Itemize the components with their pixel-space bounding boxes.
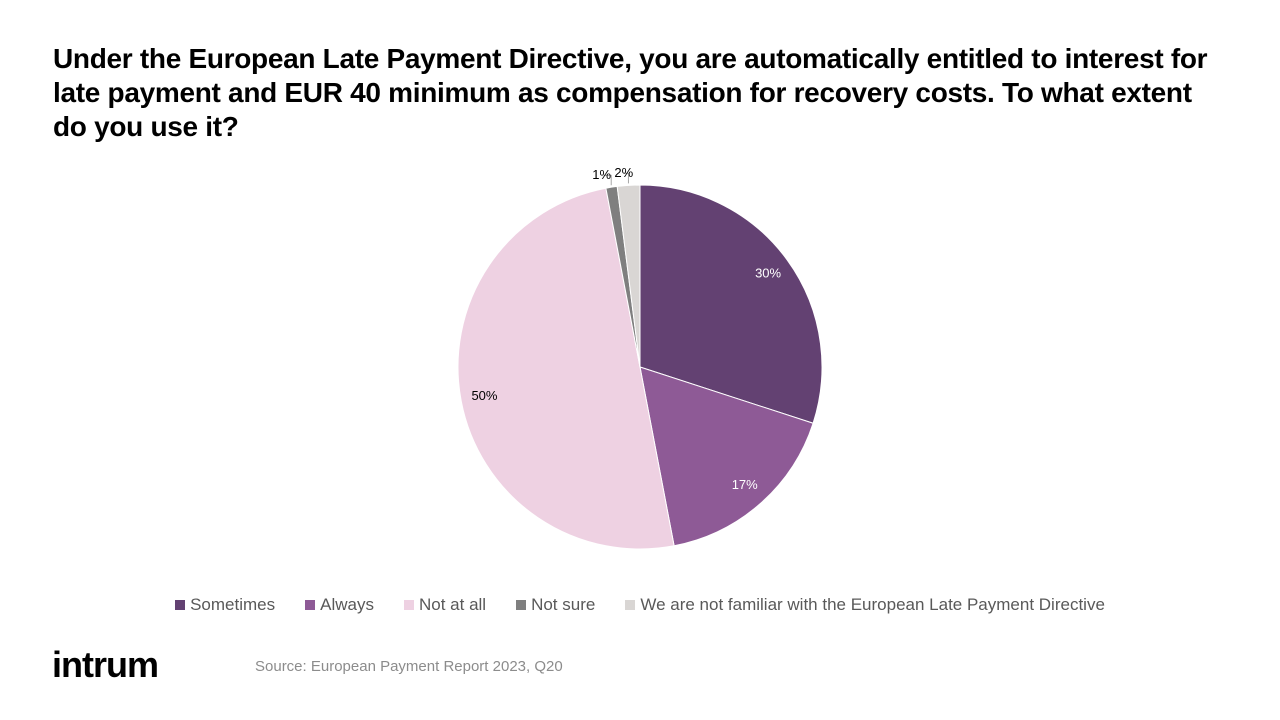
legend-swatch (403, 600, 414, 610)
legend-item: We are not familiar with the European La… (625, 595, 1105, 615)
source: Source: European Payment Report 2023, Q2… (255, 658, 563, 675)
legend-label: Always (320, 595, 374, 614)
legend-item: Not at all (403, 595, 487, 615)
pie-slice (616, 184, 641, 368)
data-label: 17% (732, 477, 758, 492)
legend-swatch (516, 600, 527, 610)
legend-swatch (305, 600, 316, 610)
legend-item: Always (305, 595, 374, 615)
legend-label: Sometimes (190, 595, 276, 614)
legend-swatch (175, 600, 186, 610)
legend-item: Sometimes (175, 595, 275, 615)
legend-swatch (625, 600, 636, 610)
leader-line (623, 172, 629, 184)
legend-label: Not at all (418, 595, 487, 614)
data-label: 30% (755, 265, 781, 280)
legend-item: Not sure (516, 595, 595, 615)
data-label: 2% (614, 165, 633, 180)
pie-slice (639, 184, 823, 424)
legend-label: Not sure (531, 595, 596, 614)
pie-slice (639, 366, 814, 547)
leader-line (603, 174, 612, 186)
data-label: 1% (592, 167, 611, 182)
chart-title: Under the European Late Payment Directiv… (53, 43, 1208, 142)
pie-slice (457, 187, 675, 550)
legend-label: We are not familiar with the European La… (640, 595, 1105, 614)
data-label: 50% (471, 388, 497, 403)
logo: intrum (52, 644, 159, 685)
legend: Sometimes Always Not at all Not sure We are … (0, 595, 1280, 615)
